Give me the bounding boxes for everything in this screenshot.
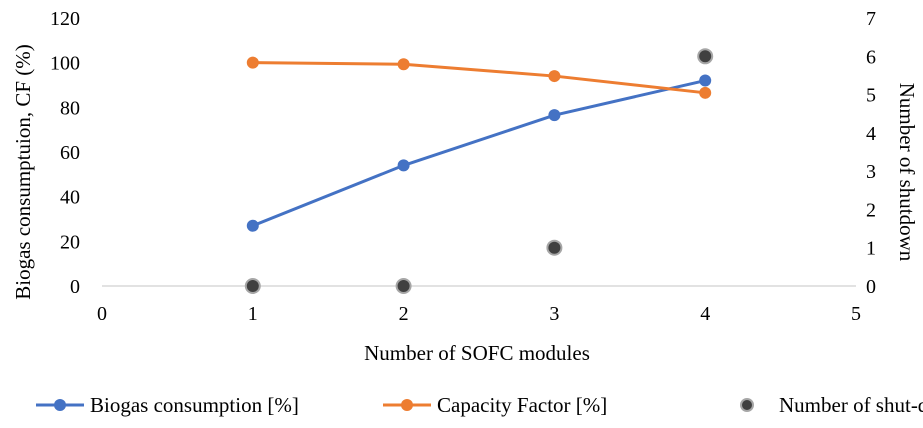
y-tick-label: 120 <box>50 8 80 30</box>
scatter-point <box>546 239 563 256</box>
scatter-point <box>395 278 412 294</box>
data-point <box>397 58 410 71</box>
y2-tick-label: 1 <box>866 238 876 260</box>
legend-item: Number of shut-down <box>740 393 923 417</box>
data-point <box>699 74 712 87</box>
y2-tick-label: 5 <box>866 85 876 107</box>
x-tick-label: 0 <box>97 303 107 325</box>
y2-tick-label: 2 <box>866 199 876 221</box>
legend-item: Biogas consumption [%] <box>36 393 299 417</box>
y-tick-label: 100 <box>50 53 80 75</box>
y2-tick-label: 3 <box>866 161 876 183</box>
data-point <box>397 159 410 172</box>
data-point <box>548 70 561 83</box>
x-tick-label: 3 <box>549 303 559 325</box>
legend: Biogas consumption [%] Capacity Factor [%… <box>36 393 923 417</box>
legend-item: Capacity Factor [%] <box>383 393 607 417</box>
y-axis-title: Biogas consumptuion, CF (%) <box>11 44 35 300</box>
y-tick-label: 40 <box>60 187 80 209</box>
y-tick-label: 80 <box>60 97 80 119</box>
scatter-point <box>244 278 261 294</box>
data-point <box>246 219 259 232</box>
x-tick-label: 4 <box>700 303 710 325</box>
legend-label: Capacity Factor [%] <box>437 393 607 417</box>
x-tick-label: 1 <box>248 303 258 325</box>
x-tick-label: 2 <box>399 303 409 325</box>
data-point <box>246 56 259 69</box>
legend-marker <box>740 398 754 412</box>
series-layer <box>244 48 714 294</box>
y-tick-label: 60 <box>60 142 80 164</box>
legend-marker <box>401 399 413 411</box>
y2-tick-label: 7 <box>866 8 876 30</box>
series-1 <box>246 56 712 99</box>
y-tick-label: 0 <box>70 276 80 298</box>
y-tick-label: 20 <box>60 231 80 253</box>
x-axis-title: Number of SOFC modules <box>364 341 590 365</box>
y2-axis-title: Number of shutdown <box>895 83 919 262</box>
legend-marker <box>54 399 66 411</box>
y2-tick-label: 0 <box>866 276 876 298</box>
series-0 <box>246 74 712 232</box>
data-point <box>699 86 712 99</box>
legend-label: Number of shut-down <box>779 393 923 417</box>
series-line <box>252 79 706 228</box>
y2-tick-label: 4 <box>866 123 876 145</box>
series-2 <box>244 48 714 294</box>
data-point <box>548 109 561 122</box>
y2-tick-label: 6 <box>866 46 876 68</box>
scatter-point <box>697 48 714 65</box>
series-line <box>252 61 706 95</box>
x-tick-label: 5 <box>851 303 861 325</box>
legend-label: Biogas consumption [%] <box>90 393 299 417</box>
